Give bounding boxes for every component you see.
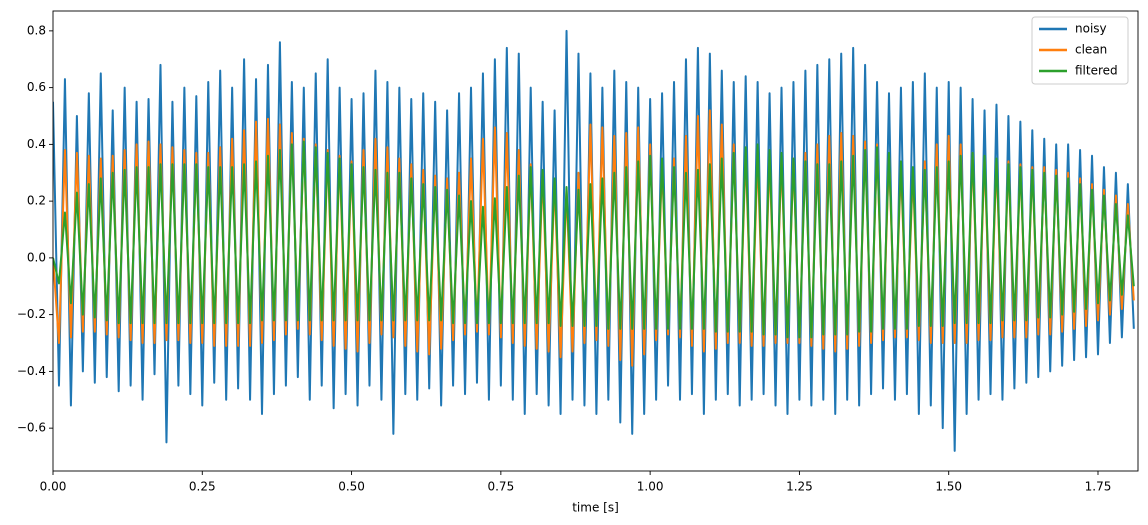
- plot-area: [53, 29, 1135, 452]
- y-tick-label: 0.6: [27, 80, 46, 94]
- y-tick-label: −0.4: [17, 364, 46, 378]
- y-tick-label: −0.2: [17, 307, 46, 321]
- legend-box: [1031, 16, 1129, 85]
- x-axis-label: time [s]: [572, 501, 619, 515]
- y-tick-label: 0.4: [27, 137, 46, 151]
- legend: noisy clean filtered: [1031, 16, 1129, 85]
- y-tick-label: 0.8: [27, 23, 46, 37]
- series-line: [53, 140, 1135, 339]
- legend-label: noisy: [1075, 22, 1107, 36]
- x-tick-label: 0.25: [189, 480, 216, 494]
- legend-label: filtered: [1075, 64, 1118, 78]
- x-tick-label: 0.00: [40, 480, 67, 494]
- x-tick-label: 1.25: [786, 480, 813, 494]
- legend-label: clean: [1075, 43, 1107, 57]
- x-tick-label: 1.50: [935, 480, 962, 494]
- x-tick-label: 0.50: [338, 480, 365, 494]
- y-tick-label: −0.6: [17, 421, 46, 435]
- y-tick-label: 0.2: [27, 194, 46, 208]
- x-tick-label: 0.75: [487, 480, 514, 494]
- plot-frame: [52, 10, 1139, 472]
- x-tick-label: 1.75: [1085, 480, 1112, 494]
- x-tick-label: 1.00: [637, 480, 664, 494]
- y-tick-label: 0.0: [27, 250, 46, 264]
